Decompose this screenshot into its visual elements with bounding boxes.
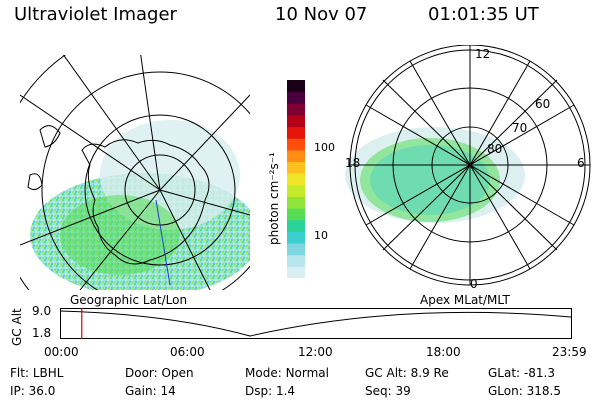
magnetic-caption: Apex MLat/MLT — [420, 293, 510, 307]
info-dsp: Dsp: 1.4 — [245, 384, 296, 398]
colorbar-swatch — [287, 208, 305, 221]
timeline-ytick-top: 9.0 — [32, 304, 52, 318]
colorbar-swatch — [287, 91, 305, 104]
lat-label-60: 60 — [535, 97, 550, 111]
geographic-map — [20, 55, 250, 290]
colorbar-swatch — [287, 103, 305, 116]
colorbar-swatch — [287, 196, 305, 209]
auroral-emission-core — [60, 195, 180, 275]
timeline-ytick-bottom: 1.8 — [32, 326, 52, 340]
mlt-label-12: 12 — [475, 47, 490, 61]
geographic-caption: Geographic Lat/Lon — [70, 293, 188, 307]
mlt-label-0: 0 — [470, 277, 478, 291]
colorbar-swatch — [287, 173, 305, 186]
info-seq: Seq: 39 — [365, 384, 411, 398]
info-flt: Flt: LBHL — [10, 366, 64, 380]
info-glat: GLat: -81.3 — [488, 366, 555, 380]
time-label: 01:01:35 UT — [428, 4, 539, 25]
lat-label-70: 70 — [512, 121, 527, 135]
timeline-plot — [60, 308, 572, 339]
colorbar — [287, 80, 305, 278]
timeline-xtick-2: 12:00 — [298, 345, 333, 359]
mlt-label-18: 18 — [345, 156, 360, 170]
info-gc-alt: GC Alt: 8.9 Re — [365, 366, 449, 380]
info-gain: Gain: 14 — [125, 384, 176, 398]
info-glon: GLon: 318.5 — [488, 384, 561, 398]
colorbar-swatch — [287, 149, 305, 163]
timeline-xtick-0: 00:00 — [44, 345, 79, 359]
colorbar-swatch — [287, 138, 305, 151]
colorbar-swatch — [287, 266, 305, 278]
colorbar-tick-100: 100 — [314, 141, 335, 154]
date-label: 10 Nov 07 — [275, 4, 368, 25]
colorbar-label: photon cm⁻²s⁻¹ — [267, 152, 281, 245]
continent-outline — [81, 139, 210, 265]
colorbar-swatch — [287, 126, 305, 139]
colorbar-swatch — [287, 161, 305, 174]
colorbar-swatch — [287, 114, 305, 128]
timeline-xtick-1: 06:00 — [170, 345, 205, 359]
altitude-curve — [60, 310, 572, 337]
magnetic-polar-map: 12 18 6 0 60 70 80 — [345, 45, 591, 291]
colorbar-tick-10: 10 — [314, 229, 328, 242]
colorbar-swatch — [287, 243, 305, 256]
timeline-axis-label: GC Alt — [10, 308, 24, 346]
colorbar-swatch — [287, 254, 305, 267]
colorbar-swatch — [287, 231, 305, 244]
colorbar-swatch — [287, 219, 305, 232]
lat-label-80: 80 — [487, 142, 502, 156]
mlt-label-6: 6 — [577, 156, 585, 170]
info-mode: Mode: Normal — [245, 366, 329, 380]
auroral-oval — [360, 138, 500, 222]
timeline-xtick-3: 18:00 — [426, 345, 461, 359]
colorbar-swatch — [287, 184, 305, 197]
info-ip: IP: 36.0 — [10, 384, 56, 398]
colorbar-swatch — [287, 80, 305, 93]
timeline-xtick-4: 23:59 — [552, 345, 587, 359]
instrument-title: Ultraviolet Imager — [14, 4, 177, 25]
info-door: Door: Open — [125, 366, 194, 380]
